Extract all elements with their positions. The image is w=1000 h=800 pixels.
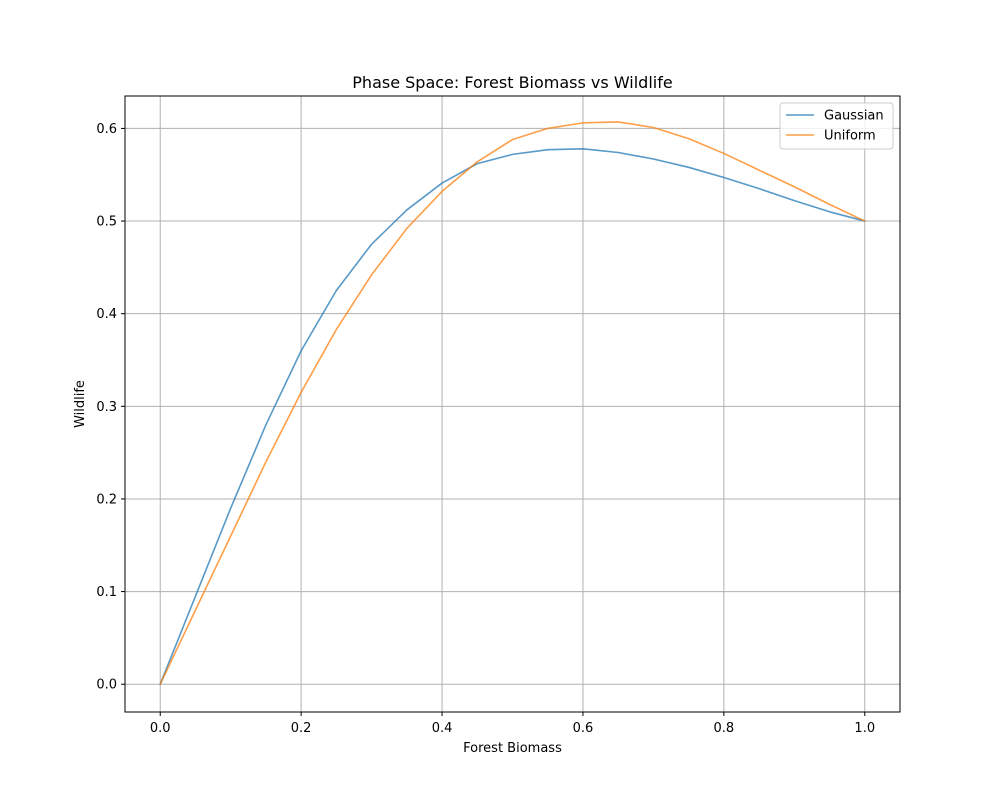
x-tick-label: 0.8 [714,721,735,736]
y-tick-label: 0.4 [96,307,117,322]
y-tick-label: 0.1 [96,585,117,600]
x-tick-label: 1.0 [854,721,875,736]
grid [125,96,900,712]
x-tick-label: 0.2 [291,721,312,736]
x-tick-label: 0.0 [150,721,171,736]
y-axis-label: Wildlife [73,380,88,428]
series-line-gaussian [159,148,866,686]
y-tick-label: 0.3 [96,400,117,415]
plot-area [125,96,900,712]
y-tick-label: 0.0 [96,678,117,693]
series-line-uniform [159,121,866,686]
y-tick-label: 0.5 [96,215,117,230]
legend-label-gaussian: Gaussian [824,109,884,124]
chart-title: Phase Space: Forest Biomass vs Wildlife [352,73,672,92]
legend-label-uniform: Uniform [824,129,876,144]
series-lines [159,121,866,686]
y-tick-label: 0.2 [96,492,117,507]
y-tick-label: 0.6 [96,122,117,137]
x-tick-label: 0.6 [573,721,594,736]
ticks: 0.0 0.2 0.4 0.6 0.8 1.0 0.0 0.1 0.2 0.3 0.4 0.5 0.6 [96,122,875,736]
plot-frame [124,95,901,713]
legend: Gaussian Uniform [779,102,894,150]
x-axis-label: Forest Biomass [463,741,562,756]
x-tick-label: 0.4 [432,721,453,736]
